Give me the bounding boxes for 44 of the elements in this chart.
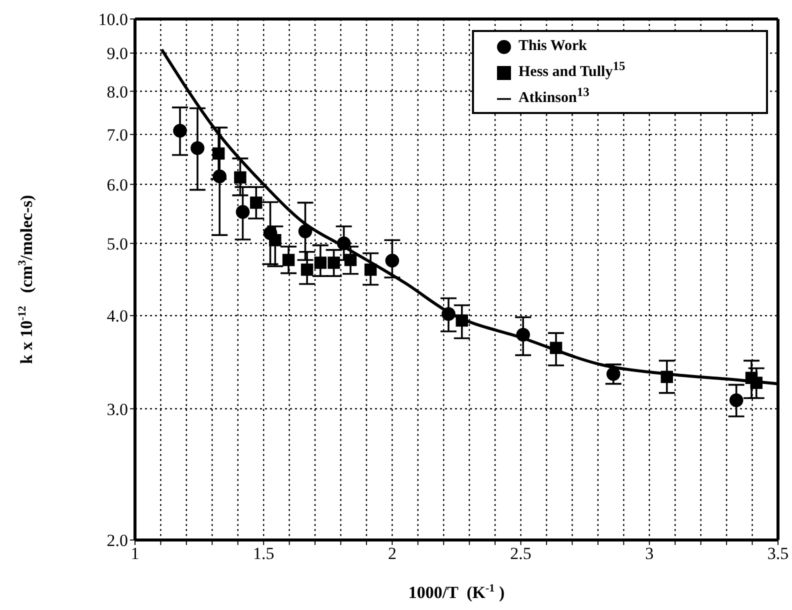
point xyxy=(314,256,327,269)
point xyxy=(750,376,763,389)
x-axis-title: 1000/T (K$^{-1}$ ) xyxy=(408,582,505,602)
point xyxy=(190,141,204,156)
point xyxy=(456,314,468,327)
point xyxy=(212,169,227,184)
point xyxy=(550,342,562,354)
point xyxy=(385,254,400,268)
legend-label: Atkinson$^{13}$ xyxy=(518,84,590,108)
x-tick-label: 1 xyxy=(130,544,140,564)
y-tick-label: 9.0 xyxy=(106,44,128,64)
point xyxy=(336,236,351,250)
point xyxy=(660,370,674,384)
x-tick-label: 2 xyxy=(388,544,396,564)
y-tick-label: 6.0 xyxy=(106,175,128,194)
point xyxy=(234,171,246,184)
point xyxy=(269,234,282,246)
y-tick-label: 2.0 xyxy=(106,531,128,550)
point xyxy=(442,307,456,321)
x-tick-label: 2.5 xyxy=(510,544,532,564)
x-tick-label: 1.5 xyxy=(252,544,274,564)
legend-label: This Work xyxy=(518,37,588,56)
y-tick-label: 3.0 xyxy=(106,400,128,419)
y-tick-label: 4.0 xyxy=(106,306,128,326)
point xyxy=(250,196,262,209)
point xyxy=(236,205,250,219)
point xyxy=(364,264,377,276)
point xyxy=(212,147,225,160)
x-tick-label: 3.5 xyxy=(767,544,789,564)
x-tick-label: 3 xyxy=(645,544,654,564)
point xyxy=(729,393,744,408)
point xyxy=(298,224,312,238)
y-tick-label: 5.0 xyxy=(106,234,128,254)
y-tick-label: 8.0 xyxy=(106,82,128,102)
y-tick-label: 10.0 xyxy=(98,10,128,30)
point xyxy=(606,367,620,381)
point xyxy=(300,264,314,276)
point xyxy=(516,328,530,342)
point xyxy=(344,254,357,266)
point xyxy=(282,254,295,266)
legend-label: Hess and Tully$^{15}$ xyxy=(518,58,626,82)
point xyxy=(173,124,187,138)
y-tick-label: 7.0 xyxy=(106,125,128,144)
point xyxy=(328,256,340,269)
